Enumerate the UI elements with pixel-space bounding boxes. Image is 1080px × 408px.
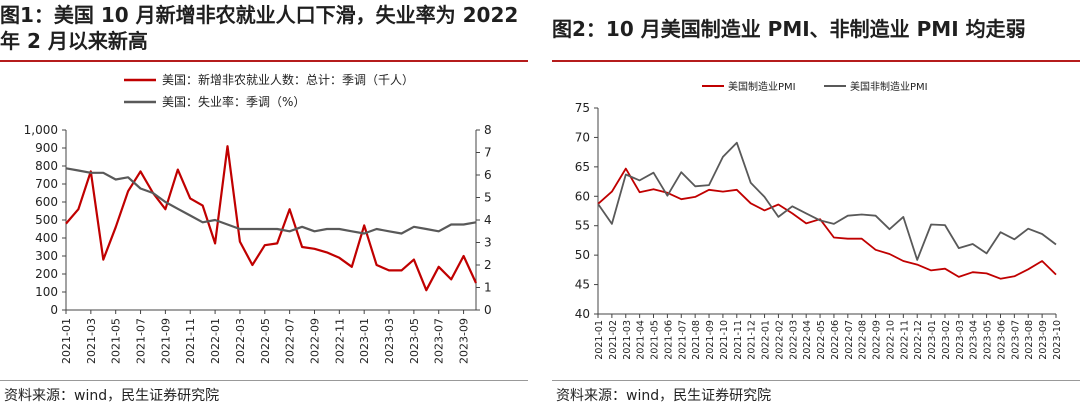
- x-tick-label: 2023-07: [433, 318, 446, 364]
- panel-pmi: 图2：10 月美国制造业 PMI、非制造业 PMI 均走弱 40 45 50 55 60…: [552, 0, 1080, 408]
- x-tick-label: 2022-07: [844, 320, 855, 360]
- x-tick-label: 2022-10: [885, 320, 896, 360]
- series-line-nonfarm: [65, 145, 477, 292]
- x-tick-label: 2021-03: [85, 318, 98, 364]
- x-tick-label: 2023-08: [1024, 320, 1035, 360]
- x-tick-label: 2022-03: [788, 320, 799, 360]
- x-tick-label: 2021-06: [663, 320, 674, 360]
- source-divider: [0, 380, 528, 381]
- y-tick-label: 50: [575, 248, 590, 262]
- x-tick-label: 2023-09: [1038, 320, 1049, 360]
- y-left-tick-label: 700: [35, 177, 58, 191]
- x-tick-label: 2022-04: [802, 320, 813, 360]
- x-tick-label: 2021-04: [636, 320, 647, 360]
- x-tick-label: 2022-05: [259, 318, 272, 364]
- y-right-tick-label: 2: [484, 258, 492, 272]
- x-tick-label: 2023-07: [1010, 320, 1021, 360]
- x-tick-label: 2021-11: [184, 318, 197, 364]
- series-line-manufacturing-pmi: [597, 167, 1057, 280]
- legend-label: 美国制造业PMI: [728, 80, 796, 93]
- x-tick-label: 2022-09: [308, 318, 321, 364]
- x-tick-label: 2023-03: [383, 318, 396, 364]
- x-tick-label: 2022-12: [913, 320, 924, 360]
- y-tick-label: 65: [575, 160, 590, 174]
- x-tick-label: 2022-11: [899, 320, 910, 360]
- x-tick-label: 2021-02: [608, 320, 619, 360]
- legend-label: 美国：新增非农就业人数：总计：季调（千人）: [162, 72, 414, 87]
- y-right-tick-label: 1: [484, 281, 492, 295]
- x-tick-label: 2021-07: [135, 318, 148, 364]
- x-tick-label: 2022-02: [774, 320, 785, 360]
- y-tick-label: 60: [575, 189, 590, 203]
- series-line-nonmanufacturing-pmi: [597, 141, 1057, 261]
- x-tick-label: 2022-01: [761, 320, 772, 360]
- y-tick-label: 40: [575, 307, 590, 321]
- y-tick-label: 45: [575, 278, 590, 292]
- x-tick-label: 2022-09: [872, 320, 883, 360]
- x-tick-label: 2021-09: [705, 320, 716, 360]
- y-left-tick-label: 300: [35, 249, 58, 263]
- x-tick-label: 2023-02: [941, 320, 952, 360]
- y-tick-label: 70: [575, 130, 590, 144]
- y-right-tick-label: 8: [484, 123, 492, 137]
- legend-label: 美国非制造业PMI: [850, 80, 928, 93]
- series-line-unemployment: [65, 167, 477, 235]
- y-right-tick-label: 5: [484, 191, 492, 205]
- x-tick-label: 2021-05: [110, 318, 123, 364]
- chart2-title: 图2：10 月美国制造业 PMI、非制造业 PMI 均走弱: [552, 17, 1026, 41]
- x-tick-label: 2021-05: [650, 320, 661, 360]
- x-tick-label: 2023-09: [458, 318, 471, 364]
- x-tick-label: 2023-10: [1052, 320, 1063, 360]
- x-tick-label: 2022-03: [234, 318, 247, 364]
- y-right-tick-label: 6: [484, 168, 492, 182]
- y-left-tick-label: 200: [35, 267, 58, 281]
- y-tick-label: 55: [575, 219, 590, 233]
- panel-nonfarm-unemployment: 图1：美国 10 月新增非农就业人口下滑，失业率为 2022 年 2 月以来新高…: [0, 0, 530, 408]
- chart1-source: 资料来源：wind，民生证券研究院: [4, 388, 220, 404]
- y-left-tick-label: 0: [50, 303, 58, 317]
- y-right-tick-label: 0: [484, 303, 492, 317]
- x-tick-label: 2022-08: [858, 320, 869, 360]
- y-left-tick-label: 600: [35, 195, 58, 209]
- source-divider: [552, 380, 1080, 381]
- x-tick-label: 2021-12: [747, 320, 758, 360]
- x-tick-label: 2023-04: [969, 320, 980, 360]
- y-left-tick-label: 500: [35, 213, 58, 227]
- y-left-tick-label: 100: [35, 285, 58, 299]
- chart1-title: 图1：美国 10 月新增非农就业人口下滑，失业率为 2022 年 2 月以来新高: [0, 3, 519, 53]
- legend-label: 美国：失业率：季调（%）: [162, 94, 305, 109]
- y-left-tick-label: 400: [35, 231, 58, 245]
- x-tick-label: 2021-11: [733, 320, 744, 360]
- x-tick-label: 2023-01: [358, 318, 371, 364]
- y-left-tick-label: 1,000: [24, 123, 58, 137]
- x-tick-label: 2021-08: [691, 320, 702, 360]
- y-right-tick-label: 7: [484, 146, 492, 160]
- x-tick-label: 2022-05: [816, 320, 827, 360]
- x-tick-label: 2022-11: [333, 318, 346, 364]
- title-divider: [552, 60, 1080, 62]
- y-left-tick-label: 800: [35, 159, 58, 173]
- x-tick-label: 2022-01: [209, 318, 222, 364]
- x-tick-label: 2023-01: [927, 320, 938, 360]
- y-right-tick-label: 4: [484, 213, 492, 227]
- chart1-svg: 0 100 200 300 400 500 600 700 800 900 1,000 0 1 2 3 4 5 6…: [24, 72, 492, 364]
- x-tick-label: 2021-01: [60, 318, 73, 364]
- y-tick-label: 75: [575, 101, 590, 115]
- x-tick-label: 2022-06: [830, 320, 841, 360]
- title-divider: [0, 60, 528, 62]
- x-tick-label: 2023-03: [955, 320, 966, 360]
- x-tick-label: 2023-05: [983, 320, 994, 360]
- x-tick-label: 2023-05: [408, 318, 421, 364]
- x-tick-label: 2021-09: [159, 318, 172, 364]
- x-tick-label: 2022-07: [284, 318, 297, 364]
- y-left-tick-label: 900: [35, 141, 58, 155]
- x-tick-label: 2021-10: [719, 320, 730, 360]
- x-tick-label: 2021-07: [677, 320, 688, 360]
- x-tick-label: 2021-01: [594, 320, 605, 360]
- x-tick-label: 2023-06: [996, 320, 1007, 360]
- x-tick-label: 2021-03: [622, 320, 633, 360]
- chart2-source: 资料来源：wind，民生证券研究院: [556, 388, 772, 404]
- y-right-tick-label: 3: [484, 236, 492, 250]
